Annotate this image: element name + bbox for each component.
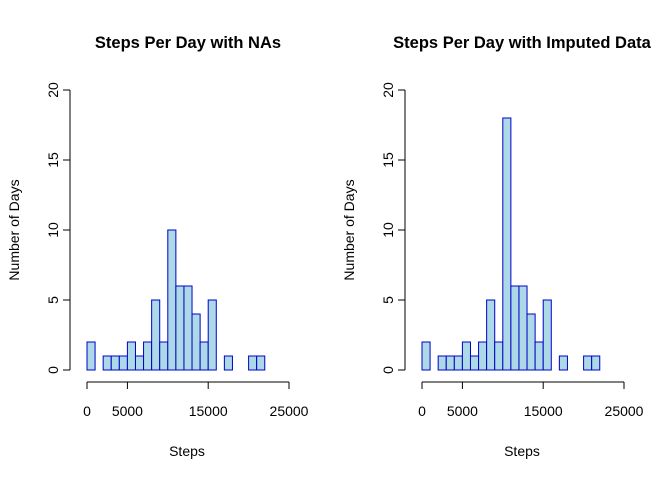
y-tick-label: 10 [380,222,396,238]
histogram-bar [183,285,193,371]
y-tick-label: 5 [45,296,61,304]
x-axis-label: Steps [504,443,540,459]
x-tick-label: 0 [83,403,91,419]
histogram-bar [421,341,431,371]
y-tick-label: 5 [380,296,396,304]
x-tick-label: 25000 [270,403,309,419]
x-tick-label: 5000 [112,403,143,419]
histogram-bar [86,341,96,371]
y-tick-label: 20 [380,82,396,98]
histogram-bar [102,355,112,371]
histogram-bar [469,355,480,371]
histogram-bar [167,229,177,371]
histogram-bar [437,355,447,371]
y-tick-label: 0 [380,366,396,374]
histogram-bar [542,299,552,371]
y-tick-label: 0 [45,366,61,374]
left-histogram-panel: Steps Per Day with NAs Steps Number of D… [6,34,309,459]
x-axis: 0 5000 15000 25000 [418,381,644,419]
histogram-bar [110,355,120,371]
y-tick-label: 10 [45,222,61,238]
x-axis-label: Steps [169,443,205,459]
bars-group [86,229,266,371]
histogram-bar [453,355,463,371]
y-axis-label: Number of Days [6,179,22,280]
histogram-bar [591,355,601,371]
histogram-bar [445,355,455,371]
histogram-bar [461,341,471,371]
histogram-bar [126,341,136,371]
histogram-bar [494,341,504,371]
histogram-bar [534,341,544,371]
histogram-bar [510,285,520,371]
histogram-bar [151,299,161,371]
x-tick-label: 0 [418,403,426,419]
histogram-bar [583,355,593,371]
histogram-bar [159,341,169,371]
chart-title: Steps Per Day with NAs [95,34,281,52]
y-axis: 0 5 10 15 20 [45,82,71,374]
x-tick-label: 15000 [189,403,228,419]
histogram-bar [175,285,185,371]
histogram-bar [502,117,512,371]
histogram-bar [191,313,201,371]
x-tick-label: 15000 [524,403,563,419]
histogram-bar [518,285,528,371]
chart-title: Steps Per Day with Imputed Data [393,34,651,52]
y-tick-label: 20 [45,82,61,98]
y-axis-label: Number of Days [341,179,357,280]
histogram-bar [558,355,568,371]
histogram-bar [118,355,128,371]
histogram-bar [248,355,258,371]
histogram-bar [256,355,266,371]
histogram-bar [223,355,233,371]
y-tick-label: 15 [45,152,61,168]
x-axis: 0 5000 15000 25000 [83,381,309,419]
x-tick-label: 5000 [447,403,478,419]
y-tick-label: 15 [380,152,396,168]
x-tick-label: 25000 [605,403,644,419]
histogram-bar [486,299,496,371]
histogram-bar [207,299,217,371]
y-axis: 0 5 10 15 20 [380,82,406,374]
histogram-bar [478,341,488,371]
histogram-bar [199,341,209,371]
bars-group [421,117,601,371]
histogram-bar [526,313,536,371]
right-histogram-panel: Steps Per Day with Imputed Data Steps Nu… [341,34,652,459]
histogram-bar [143,341,153,371]
histogram-bar [134,355,145,371]
